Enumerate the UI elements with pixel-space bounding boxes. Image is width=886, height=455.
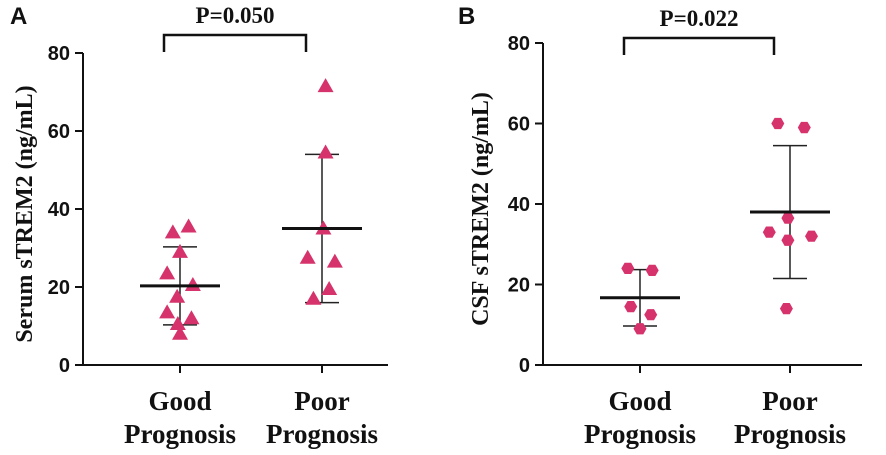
data-point-hexagon <box>621 262 635 274</box>
x-category-label: Poor Prognosis <box>266 386 378 449</box>
x-category-line: Prognosis <box>124 419 236 449</box>
significance-label: P=0.050 <box>196 3 275 28</box>
x-category-line: Good <box>608 386 671 416</box>
data-point-hexagon <box>781 234 795 246</box>
y-tick-label: 0 <box>519 355 530 377</box>
data-point-hexagon <box>771 117 785 130</box>
data-point-hexagon <box>645 264 659 276</box>
x-category-label: Good Prognosis <box>584 386 696 449</box>
data-point-triangle <box>321 280 338 295</box>
y-tick-label: 20 <box>508 275 530 297</box>
x-category-label: Good Prognosis <box>124 386 236 449</box>
data-point-triangle <box>305 290 322 305</box>
data-point-triangle <box>172 243 188 258</box>
data-point-hexagon <box>797 121 811 134</box>
y-tick-label: 60 <box>48 121 70 143</box>
series-good-prognosis <box>140 218 220 340</box>
x-category-line: Prognosis <box>584 419 696 449</box>
data-point-triangle <box>159 304 176 319</box>
y-axis-label: Serum sTREM2 (ng/mL) <box>12 85 38 342</box>
x-category-line: Prognosis <box>266 419 378 449</box>
y-tick-label: 40 <box>508 194 530 216</box>
x-category-line: Good <box>148 386 211 416</box>
data-point-hexagon <box>781 212 795 224</box>
data-point-hexagon <box>762 226 776 238</box>
series-poor-prognosis <box>750 117 830 315</box>
y-tick-label: 20 <box>48 277 70 299</box>
y-tick-label: 60 <box>508 114 530 136</box>
data-point-hexagon <box>779 303 793 315</box>
data-point-triangle <box>169 316 186 331</box>
y-tick-label: 80 <box>48 43 70 65</box>
significance-label: P=0.022 <box>660 6 739 31</box>
x-category-label: Poor Prognosis <box>734 386 846 449</box>
data-point-hexagon <box>644 309 658 321</box>
data-point-triangle <box>183 310 200 325</box>
y-tick-label: 40 <box>48 199 70 221</box>
significance-bracket <box>162 33 308 52</box>
data-point-triangle <box>164 224 181 239</box>
x-category-line: Poor <box>762 386 817 416</box>
x-category-line: Prognosis <box>734 419 846 449</box>
data-point-triangle <box>169 288 186 303</box>
significance-bracket <box>622 36 776 55</box>
data-point-triangle <box>180 218 197 233</box>
data-point-hexagon <box>624 301 638 313</box>
data-point-triangle <box>159 265 176 280</box>
data-point-triangle <box>299 249 316 264</box>
data-point-hexagon <box>805 230 818 242</box>
panel-label: B <box>458 3 475 30</box>
data-point-hexagon <box>633 323 647 335</box>
series-poor-prognosis <box>282 78 362 305</box>
y-tick-label: 0 <box>59 355 70 377</box>
data-point-triangle <box>317 78 334 93</box>
series-good-prognosis <box>600 262 680 335</box>
data-point-triangle <box>326 253 343 268</box>
data-point-triangle <box>172 325 188 340</box>
panel-label: A <box>10 3 27 30</box>
data-point-triangle <box>184 277 201 292</box>
data-point-triangle <box>317 144 334 159</box>
y-tick-label: 80 <box>508 33 530 55</box>
x-category-line: Poor <box>294 386 349 416</box>
y-axis-label: CSF sTREM2 (ng/mL) <box>468 92 494 326</box>
